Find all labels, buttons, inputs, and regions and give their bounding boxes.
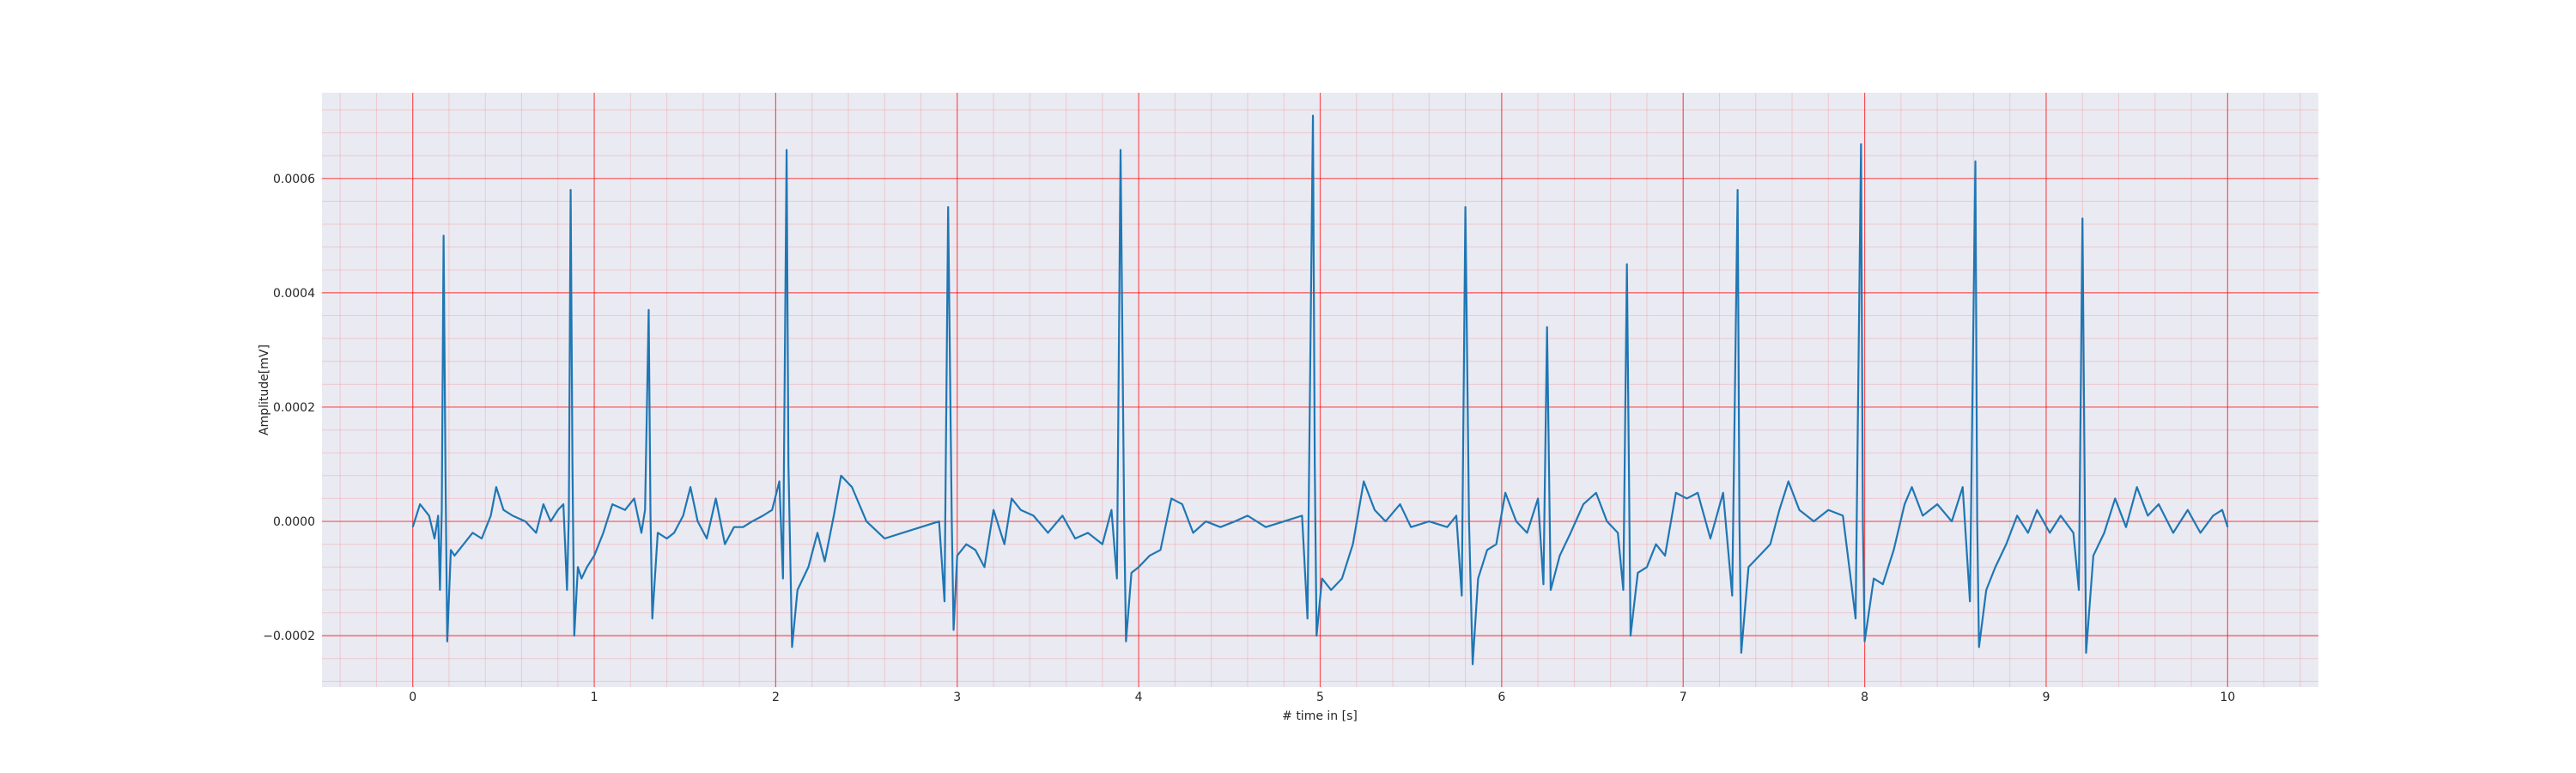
y-tick-label: −0.0002 [263,630,315,643]
x-tick-label: 1 [591,691,598,704]
x-tick-label: 4 [1135,691,1143,704]
y-tick-label: 0.0002 [273,401,315,415]
x-tick-label: 5 [1316,691,1324,704]
x-tick-label: 0 [409,691,416,704]
y-tick-labels: −0.0002 0.0000 0.0002 0.0004 0.0006 [263,173,315,643]
y-axis-title: Amplitude[mV] [258,344,271,435]
x-tick-label: 10 [2220,691,2235,704]
y-tick-label: 0.0006 [273,173,315,186]
x-tick-label: 2 [772,691,780,704]
x-tick-label: 3 [953,691,961,704]
y-tick-label: 0.0004 [273,287,315,301]
x-tick-labels: 0 1 2 3 4 5 6 7 8 9 10 [409,691,2235,704]
x-tick-label: 8 [1861,691,1868,704]
major-grid [322,93,2318,687]
y-tick-label: 0.0000 [273,515,315,529]
x-axis-title: # time in [s] [1282,709,1358,723]
x-tick-label: 7 [1680,691,1687,704]
x-tick-label: 6 [1498,691,1505,704]
series-group [411,114,2229,666]
x-tick-label: 9 [2042,691,2050,704]
series-line [411,114,2229,666]
